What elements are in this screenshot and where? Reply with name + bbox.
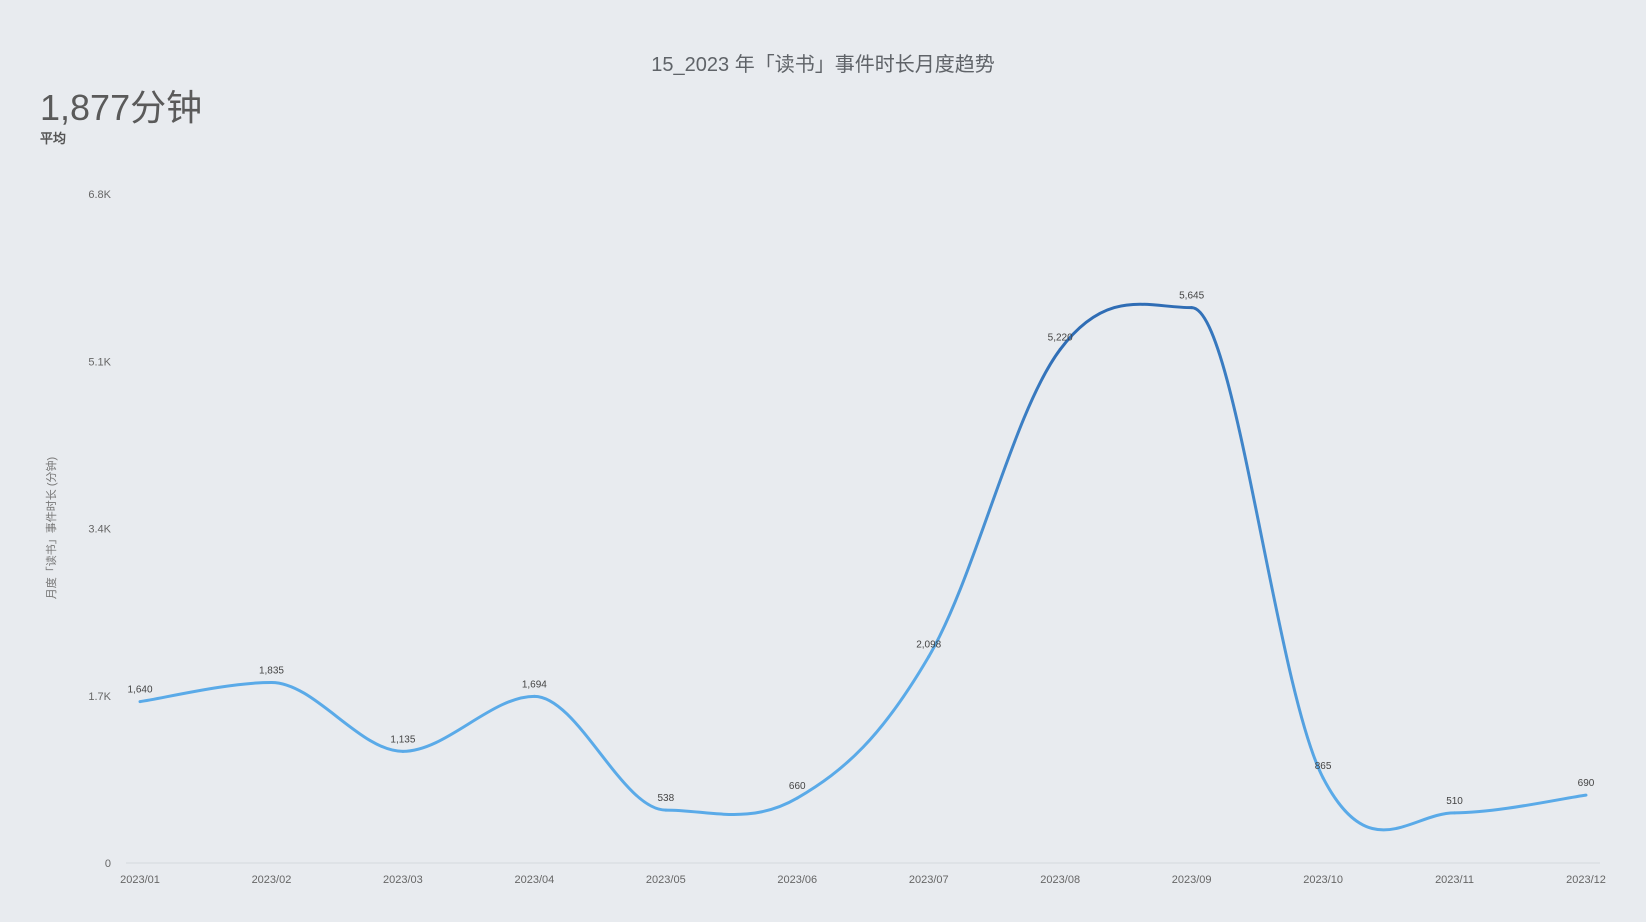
x-tick-label: 2023/05	[646, 874, 686, 886]
data-label: 660	[789, 781, 806, 792]
x-tick-label: 2023/11	[1435, 874, 1474, 886]
kpi-value: 1,877分钟	[40, 87, 203, 128]
series-segment	[1453, 793, 1588, 815]
y-tick-label: 0	[105, 858, 111, 870]
data-label: 865	[1315, 761, 1332, 772]
series-segment	[1321, 776, 1457, 832]
data-label: 510	[1446, 796, 1463, 807]
data-label: 538	[657, 793, 674, 804]
chart-title: 15_2023 年「读书」事件时长月度趋势	[651, 54, 995, 76]
series-segment	[138, 680, 273, 704]
x-axis: 2023/01 2023/02 2023/03 2023/04 2023/05 2023/…	[120, 874, 1606, 886]
series-segment	[269, 680, 405, 753]
y-axis-label: 月度「读书」事件时长 (分钟)	[44, 457, 58, 599]
x-tick-label: 2023/09	[1172, 874, 1212, 886]
series-line	[138, 302, 1588, 832]
series-segment	[927, 347, 1062, 659]
y-axis: 0 1.7K 3.4K 5.1K 6.8K	[88, 189, 111, 870]
series-segment	[532, 694, 668, 812]
data-label: 1,835	[259, 665, 284, 676]
data-label: 690	[1578, 778, 1595, 789]
y-tick-label: 1.7K	[88, 691, 111, 703]
y-tick-label: 3.4K	[88, 524, 111, 536]
x-tick-label: 2023/06	[777, 874, 817, 886]
x-tick-label: 2023/04	[514, 874, 554, 886]
data-label: 1,640	[127, 685, 152, 696]
x-tick-label: 2023/12	[1566, 874, 1606, 886]
x-tick-label: 2023/01	[120, 874, 160, 886]
data-labels: 1,640 1,835 1,135 1,694 538 660 2,098 5,220 5,64…	[127, 291, 1594, 807]
x-tick-label: 2023/02	[252, 874, 292, 886]
y-tick-label: 6.8K	[88, 189, 111, 201]
series-segment	[1058, 302, 1194, 351]
kpi-label: 平均	[40, 131, 67, 146]
series-segment	[795, 655, 931, 800]
series-segment	[401, 694, 536, 753]
x-tick-label: 2023/07	[909, 874, 949, 886]
y-tick-label: 5.1K	[88, 356, 111, 368]
series-segment	[664, 796, 799, 816]
x-tick-label: 2023/03	[383, 874, 423, 886]
data-label: 1,135	[390, 734, 415, 745]
data-label: 2,098	[916, 640, 941, 651]
kpi-block: 1,877分钟 平均	[40, 88, 202, 147]
data-label: 5,645	[1179, 291, 1204, 302]
data-label: 5,220	[1048, 332, 1073, 343]
series-segment	[1190, 306, 1325, 780]
x-tick-label: 2023/08	[1040, 874, 1080, 886]
x-tick-label: 2023/10	[1303, 874, 1343, 886]
data-label: 1,694	[522, 679, 547, 690]
